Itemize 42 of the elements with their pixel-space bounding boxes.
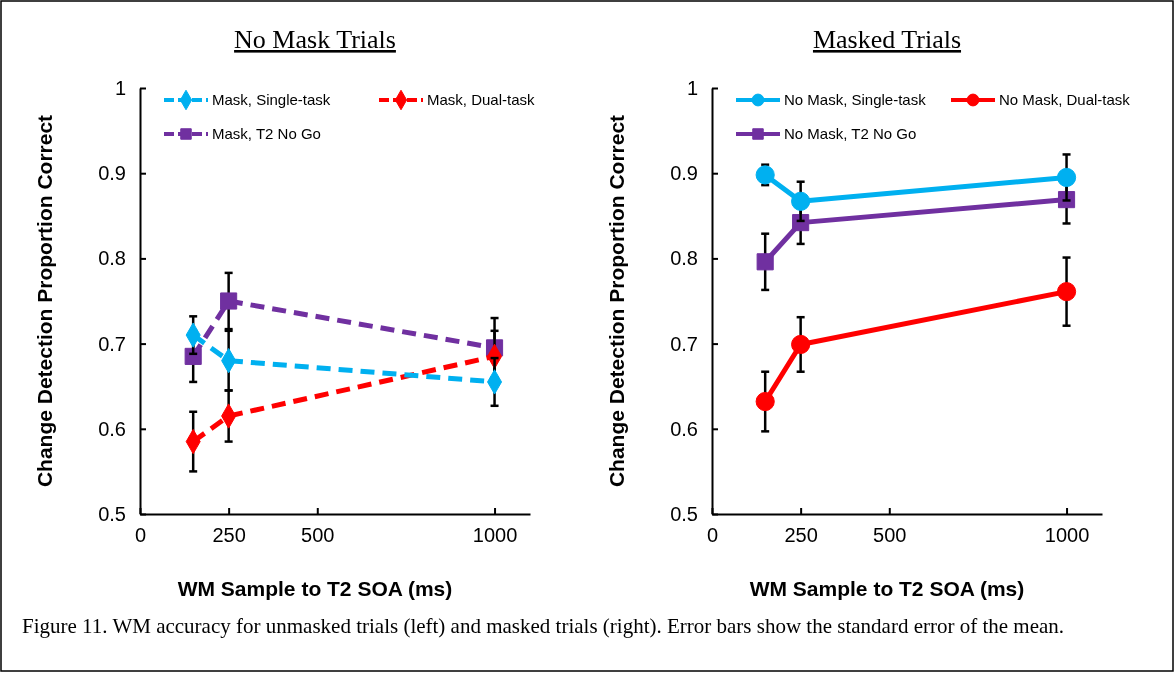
y-tick-label: 0.8 bbox=[98, 247, 126, 270]
x-tick-label: 250 bbox=[212, 524, 246, 547]
y-tick-label: 0.7 bbox=[98, 332, 126, 355]
point bbox=[1056, 167, 1077, 188]
point bbox=[791, 334, 811, 355]
y-tick-label: 0.6 bbox=[98, 417, 126, 440]
point bbox=[755, 391, 775, 412]
y-axis-title: Change Detection Proportion Correct bbox=[605, 114, 628, 488]
legend-label: No Mask, Dual-task bbox=[999, 91, 1131, 108]
y-tick-label: 0.5 bbox=[670, 502, 698, 525]
legend-label: No Mask, Single-task bbox=[784, 91, 927, 108]
y-tick-label: 0.8 bbox=[670, 247, 698, 270]
x-tick-label: 250 bbox=[784, 524, 818, 547]
y-tick-label: 0.7 bbox=[670, 332, 698, 355]
x-tick-label: 500 bbox=[873, 524, 907, 547]
point bbox=[791, 191, 811, 211]
x-tick-label: 500 bbox=[301, 524, 335, 547]
x-axis-title: WM Sample to T2 SOA (ms) bbox=[177, 577, 453, 600]
point bbox=[1056, 282, 1077, 302]
y-tick-label: 0.5 bbox=[98, 502, 126, 525]
legend-label: Mask, Single-task bbox=[212, 91, 331, 108]
legend-label: No Mask, T2 No Go bbox=[784, 125, 917, 142]
x-axis-title: WM Sample to T2 SOA (ms) bbox=[749, 577, 1025, 600]
y-tick-label: 1 bbox=[114, 76, 126, 99]
point bbox=[220, 292, 238, 310]
point bbox=[756, 253, 774, 271]
point bbox=[755, 165, 775, 185]
chart-title: No Mask Trials bbox=[234, 25, 396, 54]
y-axis-title: Change Detection Proportion Correct bbox=[33, 114, 56, 488]
x-tick-label: 1000 bbox=[472, 524, 518, 547]
y-tick-label: 0.9 bbox=[670, 162, 698, 185]
y-tick-label: 1 bbox=[686, 76, 698, 99]
x-tick-label: 0 bbox=[706, 524, 719, 547]
caption: Figure 11. WM accuracy for unmasked trials (left) and masked trials (right). Error bars show the standard error of the mean. bbox=[22, 614, 1066, 639]
x-tick-label: 1000 bbox=[1044, 524, 1090, 547]
point bbox=[184, 347, 202, 365]
x-tick-label: 0 bbox=[134, 524, 147, 547]
y-tick-label: 0.9 bbox=[98, 162, 126, 185]
legend-label: Mask, T2 No Go bbox=[212, 125, 321, 142]
chart-title: Masked Trials bbox=[812, 25, 962, 54]
legend-label: Mask, Dual-task bbox=[427, 91, 536, 108]
y-tick-label: 0.6 bbox=[670, 417, 698, 440]
